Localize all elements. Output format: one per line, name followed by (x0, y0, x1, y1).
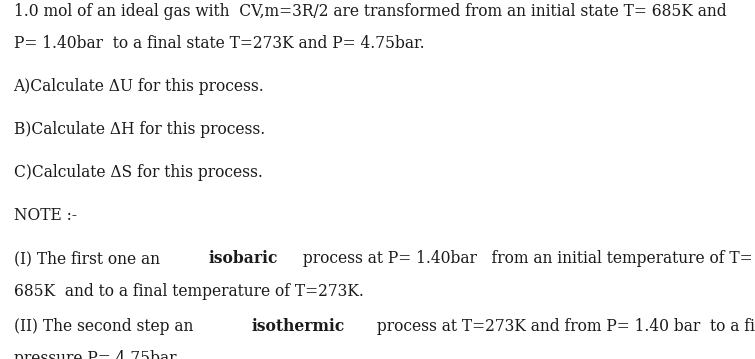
Text: 1.0 mol of an ideal gas with  CV,m=3R/2 are transformed from an initial state T=: 1.0 mol of an ideal gas with CV,m=3R/2 a… (14, 3, 726, 20)
Text: pressure P= 4.75bar.: pressure P= 4.75bar. (14, 350, 180, 359)
Text: isothermic: isothermic (251, 318, 344, 335)
Text: P= 1.40bar  to a final state T=273K and P= 4.75bar.: P= 1.40bar to a final state T=273K and P… (14, 35, 424, 52)
Text: isobaric: isobaric (208, 251, 278, 267)
Text: process at P= 1.40bar   from an initial temperature of T=: process at P= 1.40bar from an initial te… (297, 251, 753, 267)
Text: (I) The first one an: (I) The first one an (14, 251, 165, 267)
Text: 685K  and to a final temperature of T=273K.: 685K and to a final temperature of T=273… (14, 283, 363, 300)
Text: process at T=273K and from P= 1.40 bar  to a final: process at T=273K and from P= 1.40 bar t… (371, 318, 755, 335)
Text: B)Calculate ΔH for this process.: B)Calculate ΔH for this process. (14, 121, 265, 138)
Text: (II) The second step an: (II) The second step an (14, 318, 198, 335)
Text: NOTE :-: NOTE :- (14, 208, 76, 224)
Text: C)Calculate ΔS for this process.: C)Calculate ΔS for this process. (14, 164, 263, 181)
Text: A)Calculate ΔU for this process.: A)Calculate ΔU for this process. (14, 78, 264, 95)
